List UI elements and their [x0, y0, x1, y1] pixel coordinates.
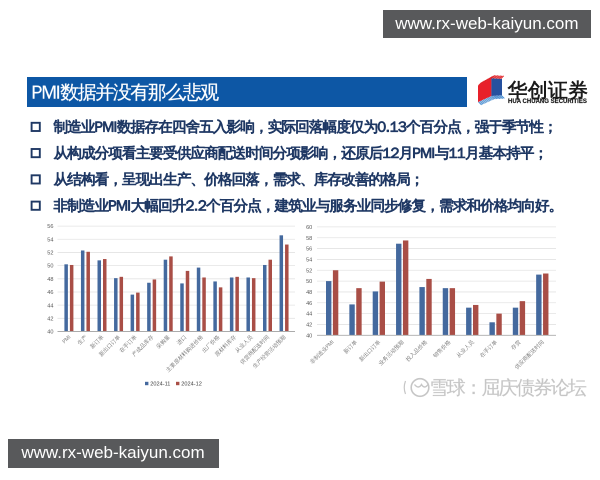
- svg-text:48: 48: [306, 290, 312, 296]
- svg-text:56: 56: [47, 224, 53, 230]
- svg-text:42: 42: [47, 316, 53, 322]
- svg-text:54: 54: [47, 237, 53, 243]
- svg-text:48: 48: [47, 277, 53, 283]
- svg-text:52: 52: [306, 268, 312, 274]
- svg-text:50: 50: [306, 279, 312, 285]
- svg-text:44: 44: [47, 303, 53, 309]
- svg-text:40: 40: [47, 330, 53, 336]
- svg-text:54: 54: [306, 258, 312, 264]
- svg-text:HUA CHUANG SECURITIES: HUA CHUANG SECURITIES: [508, 99, 587, 105]
- svg-text:50: 50: [47, 264, 53, 270]
- svg-text:46: 46: [306, 301, 312, 307]
- svg-text:2024-12: 2024-12: [181, 381, 202, 387]
- svg-text:44: 44: [306, 312, 312, 318]
- svg-text:56: 56: [306, 247, 312, 253]
- svg-text:58: 58: [306, 236, 312, 242]
- svg-text:60: 60: [306, 225, 312, 231]
- svg-text:52: 52: [47, 251, 53, 257]
- svg-text:2024-11: 2024-11: [150, 381, 170, 387]
- svg-text:40: 40: [306, 333, 312, 339]
- svg-text:46: 46: [47, 290, 53, 296]
- svg-text:42: 42: [306, 323, 312, 329]
